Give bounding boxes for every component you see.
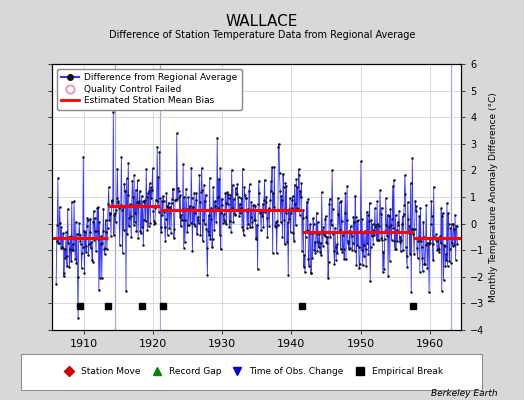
Y-axis label: Monthly Temperature Anomaly Difference (°C): Monthly Temperature Anomaly Difference (… <box>489 92 498 302</box>
Text: WALLACE: WALLACE <box>226 14 298 29</box>
Text: Difference of Station Temperature Data from Regional Average: Difference of Station Temperature Data f… <box>109 30 415 40</box>
Legend: Difference from Regional Average, Quality Control Failed, Estimated Station Mean: Difference from Regional Average, Qualit… <box>57 68 242 110</box>
Text: Berkeley Earth: Berkeley Earth <box>431 389 498 398</box>
Legend: Station Move, Record Gap, Time of Obs. Change, Empirical Break: Station Move, Record Gap, Time of Obs. C… <box>57 364 446 380</box>
